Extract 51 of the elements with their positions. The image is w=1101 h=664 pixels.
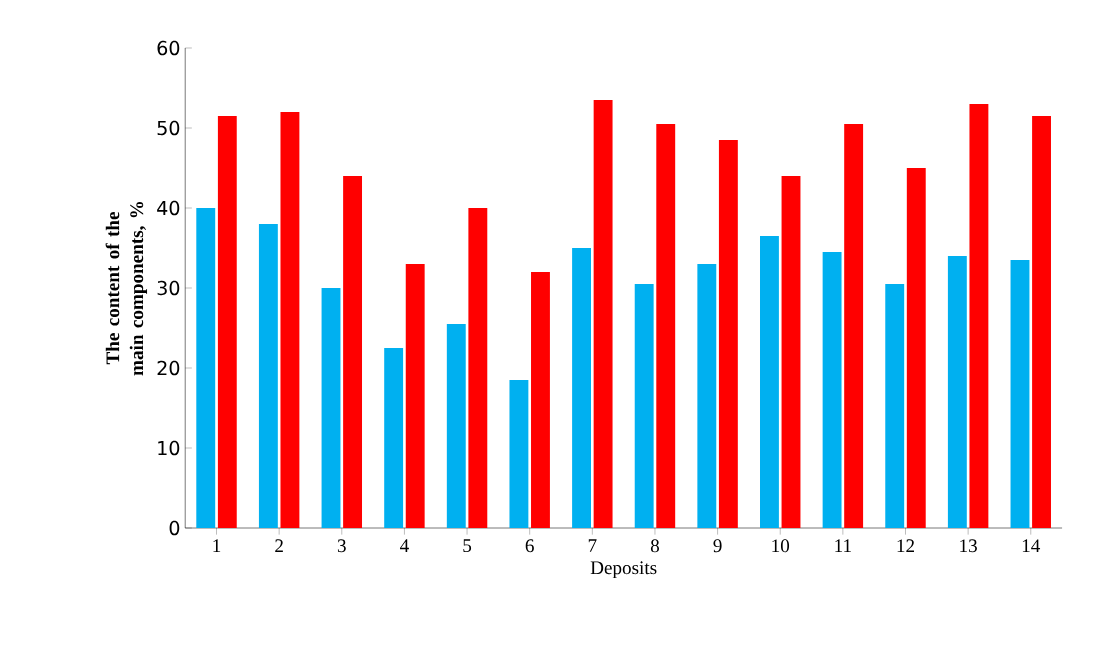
bar [531, 271, 550, 528]
x-tick-label: 11 [835, 539, 851, 552]
y-tick-label: 50 [157, 120, 180, 136]
y-tick-label: 0 [169, 520, 180, 536]
x-tick-label: 13 [960, 539, 977, 553]
bar [446, 323, 466, 528]
y-tick-label: 20 [157, 360, 180, 376]
bar [656, 123, 676, 528]
x-tick-label: 8 [650, 539, 660, 553]
x-tick-label: 5 [463, 539, 472, 553]
bar [258, 223, 278, 528]
bar [634, 283, 654, 528]
bar [509, 379, 529, 528]
x-tick-label: 6 [525, 539, 534, 553]
bar [822, 251, 842, 528]
x-axis-title: Deposits [590, 561, 657, 579]
x-tick-label: 2 [275, 539, 283, 552]
bar [697, 263, 717, 528]
y-tick-label: 10 [158, 440, 180, 456]
y-tick-label: 30 [157, 280, 180, 296]
bar [572, 247, 591, 528]
x-tick-label: 12 [897, 539, 914, 552]
x-tick-label: 4 [400, 539, 409, 552]
bar [384, 347, 404, 528]
bar [593, 99, 613, 528]
bar [885, 283, 905, 528]
x-tick-label: 9 [713, 539, 722, 553]
bar [405, 263, 425, 528]
x-tick-label: 3 [337, 539, 346, 553]
y-axis-title: The content of the main components, % [105, 201, 148, 376]
bar [1010, 259, 1030, 528]
bar [196, 207, 216, 528]
bar [969, 103, 989, 528]
bar [280, 111, 300, 528]
bar [844, 123, 864, 528]
x-tick-label: 14 [1022, 539, 1041, 552]
bar [906, 167, 926, 528]
x-tick-label: 7 [588, 539, 597, 552]
bar [468, 207, 488, 528]
y-tick-label: 60 [157, 40, 180, 56]
y-tick-label: 40 [157, 200, 180, 216]
x-tick-label: 10 [772, 539, 790, 553]
bar [781, 175, 801, 528]
bar [343, 175, 363, 528]
bar [321, 287, 341, 528]
bar [217, 115, 237, 528]
bar [1032, 115, 1051, 528]
bar [760, 235, 779, 528]
bar [718, 139, 738, 528]
bar [947, 255, 967, 528]
x-tick-label: 1 [213, 539, 221, 552]
